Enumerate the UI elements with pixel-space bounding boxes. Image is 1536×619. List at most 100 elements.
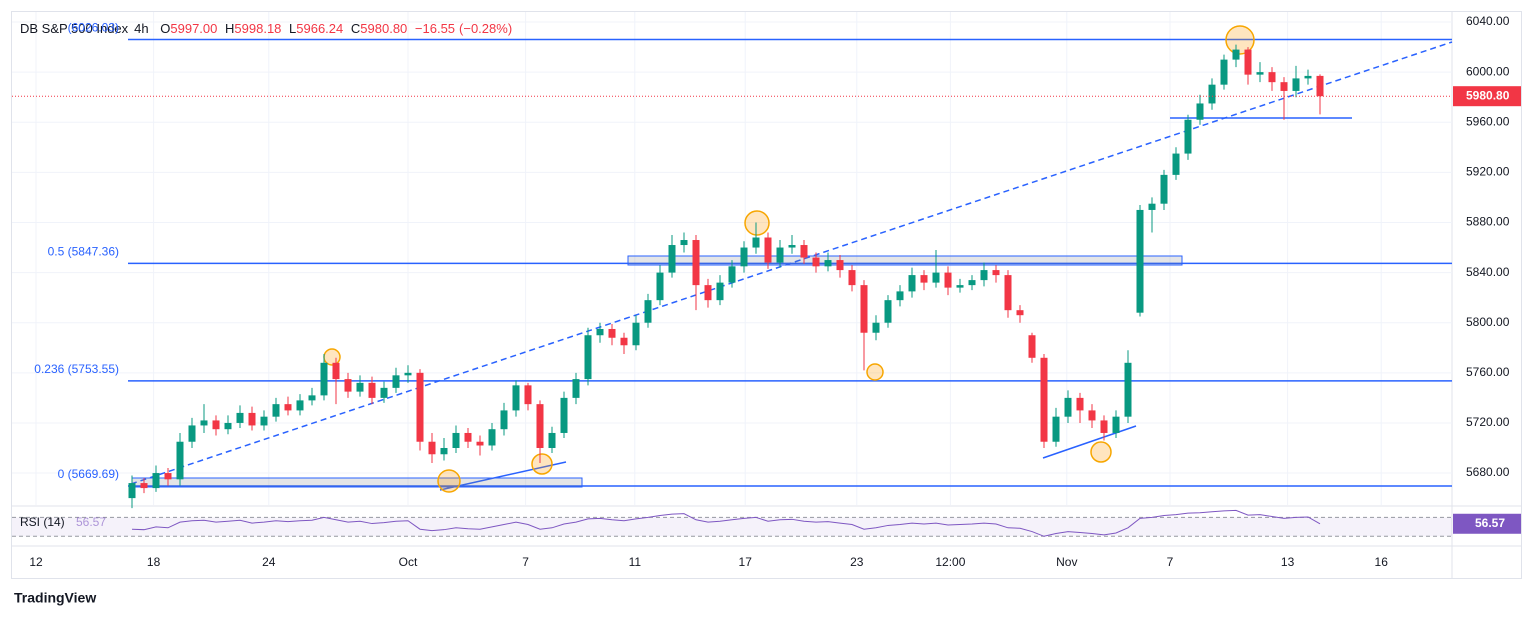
x-tick-label: 16 [1375,555,1389,569]
candle-body [128,483,136,499]
candle-body [404,372,412,376]
candle-body [296,400,304,411]
highlight [1090,441,1112,463]
zone [627,255,1183,266]
rsi-title: RSI (14) [20,515,65,529]
ohlc-label: C [351,21,360,36]
x-tick-label: 7 [1167,555,1174,569]
candle-body [596,328,604,336]
change-pct: (−0.28%) [459,21,512,36]
candle-body [1160,174,1168,204]
candle-body [620,337,628,346]
y-tick-label: 5880.00 [1466,215,1510,229]
x-tick-label: Nov [1056,555,1077,569]
candle-body [740,247,748,267]
candle-body [1304,75,1312,79]
candle-body [644,300,652,323]
y-tick-label: 6000.00 [1466,64,1510,78]
candle-body [272,404,280,417]
candle-body [704,285,712,301]
candle-body [332,362,340,380]
candle-body [380,387,388,398]
candle-body [1220,59,1228,85]
level-label: 0.236 (5753.55) [34,362,119,376]
candle-body [848,270,856,286]
frame [11,11,1522,579]
candle-body [152,473,160,489]
candle-body [1088,410,1096,421]
candle-body [1100,420,1108,433]
candle-body [932,272,940,283]
y-tick-label: 5840.00 [1466,265,1510,279]
candle-body [1292,78,1300,91]
trend-line [130,41,1453,485]
ohlc-label: O [160,21,170,36]
y-tick-label: 5960.00 [1466,114,1510,128]
candle-body [788,245,796,248]
ohlc-value: 5966.24 [296,21,343,36]
y-tick-label: 5760.00 [1466,365,1510,379]
candle-body [1148,203,1156,210]
candle-body [1256,72,1264,75]
candle-body [1280,82,1288,91]
candle-body [980,270,988,281]
candle-body [1040,357,1048,442]
candle-body [872,322,880,333]
x-tick-label: 12:00 [935,555,965,569]
ohlc-value: 5997.00 [170,21,217,36]
candle-body [416,372,424,442]
x-tick-label: 18 [147,555,161,569]
candle-body [392,375,400,388]
candle-body [776,247,784,263]
candle-body [1016,310,1024,316]
candle-body [632,322,640,346]
x-tick-label: 11 [629,555,642,569]
rsi-band [12,517,1452,537]
level-label: 0.5 (5847.36) [48,245,119,259]
candle-body [512,385,520,411]
candle-body [212,420,220,430]
candle-body [908,275,916,292]
candle-body [176,441,184,480]
candle-body [836,260,844,271]
candle-body [572,379,580,398]
legend-header: DB S&P 500 Index 4h O5997.00 H5998.18 L59… [20,21,512,36]
candle-body [284,404,292,411]
candle-body [200,420,208,426]
candle-body [992,270,1000,276]
candle-body [1268,72,1276,83]
candle-body [188,425,196,442]
candle-body [428,441,436,455]
candle-body [356,382,364,392]
x-tick-label: 17 [739,555,753,569]
candle-body [896,291,904,301]
brand: TradingView [14,590,96,606]
candle-body [368,382,376,398]
candle-body [920,275,928,283]
candle-body [452,432,460,448]
candle-body [716,282,724,301]
candle-body [800,245,808,258]
candle-body [1208,84,1216,104]
x-tick-label: 12 [29,555,43,569]
candle-body [260,416,268,426]
candle-body [1172,153,1180,175]
candle-body [560,397,568,433]
candle-body [248,412,256,426]
candle-body [812,257,820,267]
x-tick-label: Oct [399,555,418,569]
highlight [437,469,461,493]
candle-body [668,245,676,273]
candle-body [728,266,736,283]
rsi-value-box [1453,513,1521,534]
y-tick-label: 5720.00 [1466,415,1510,429]
annotations [130,25,1453,493]
rsi-line [131,509,1321,537]
candle-body [1196,103,1204,120]
y-tick-label: 5800.00 [1466,315,1510,329]
candle-body [884,300,892,323]
candle-body [764,237,772,263]
ohlc-label: H [225,21,234,36]
rsi-axis-value: 56.57 [1475,516,1505,530]
